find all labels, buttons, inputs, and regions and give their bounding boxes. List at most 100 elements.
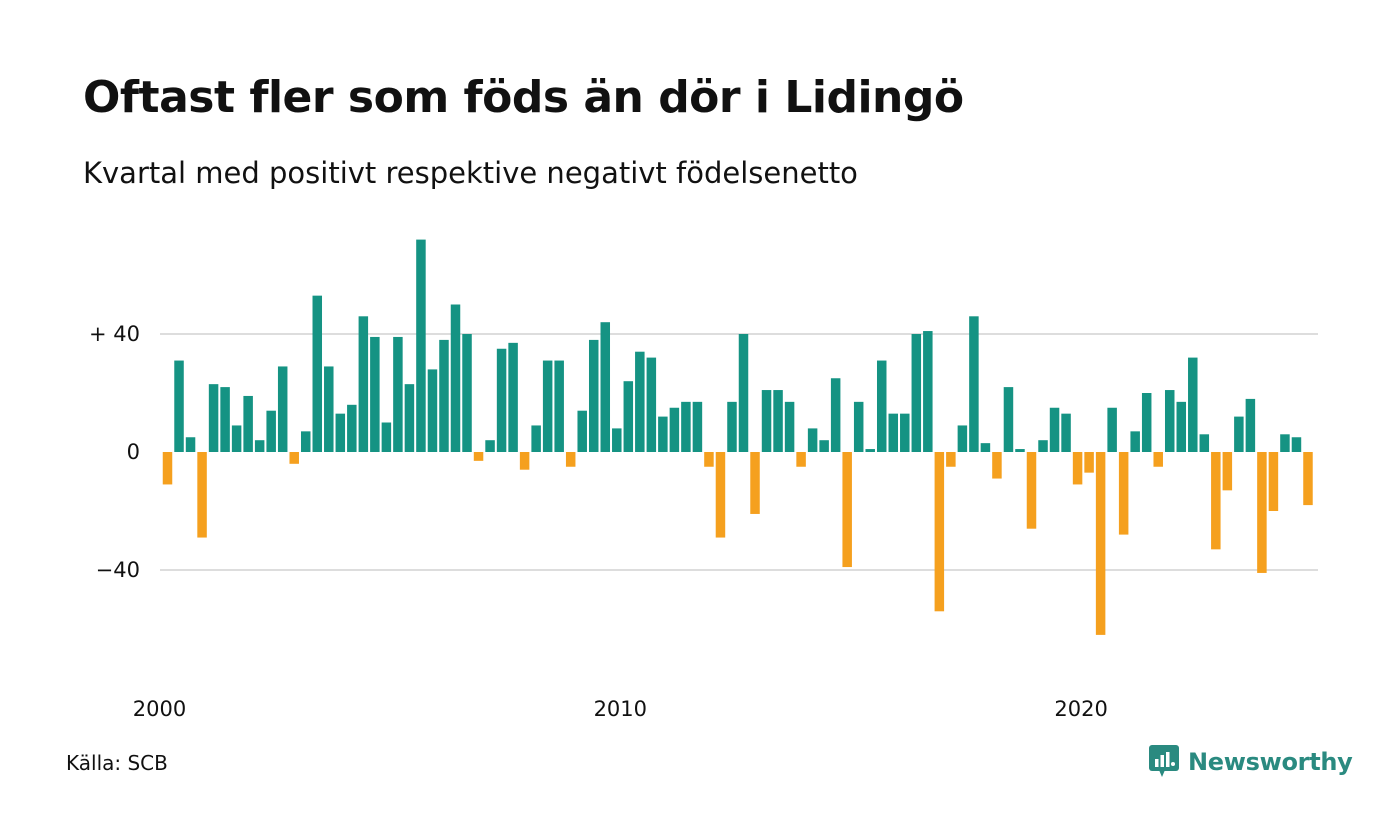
bar-positive bbox=[347, 404, 357, 452]
bar-positive bbox=[439, 339, 449, 452]
y-axis-labels: + 40 0 −40 bbox=[89, 322, 140, 582]
bar-positive bbox=[588, 339, 599, 452]
bar-positive bbox=[324, 366, 334, 452]
bar-negative bbox=[1026, 452, 1037, 529]
bar-positive bbox=[623, 381, 634, 452]
bar-positive bbox=[888, 413, 899, 452]
bar-negative bbox=[1303, 452, 1313, 506]
bar-positive bbox=[727, 401, 737, 452]
bar-positive bbox=[1130, 431, 1140, 452]
bar-positive bbox=[1188, 357, 1198, 452]
bar-positive bbox=[554, 360, 564, 452]
bar-positive bbox=[277, 366, 288, 452]
bar-positive bbox=[335, 413, 346, 452]
bar-positive bbox=[612, 428, 622, 452]
bar-positive bbox=[185, 437, 196, 452]
bar-positive bbox=[416, 239, 426, 452]
bar-positive bbox=[1199, 434, 1210, 452]
bar-positive bbox=[1280, 434, 1290, 452]
bar-negative bbox=[1268, 452, 1279, 511]
bar-positive bbox=[807, 428, 818, 452]
bar-negative bbox=[289, 452, 299, 464]
bar-positive bbox=[1015, 449, 1025, 452]
bar-positive bbox=[773, 390, 783, 452]
bar-positive bbox=[508, 342, 518, 452]
bar-positive bbox=[635, 351, 645, 452]
bar-positive bbox=[669, 407, 680, 452]
bar-negative bbox=[704, 452, 714, 467]
bar-negative bbox=[1084, 452, 1094, 473]
bar-negative bbox=[715, 452, 726, 538]
bar-positive bbox=[381, 422, 392, 452]
bar-positive bbox=[208, 384, 219, 452]
bar-negative bbox=[1118, 452, 1129, 535]
bar-negative bbox=[1222, 452, 1233, 491]
bar-positive bbox=[1003, 387, 1014, 452]
bar-positive bbox=[738, 334, 749, 452]
bar-positive bbox=[300, 431, 311, 452]
bar-positive bbox=[784, 401, 795, 452]
bar-positive bbox=[911, 334, 922, 452]
bar-positive bbox=[1164, 390, 1175, 452]
bar-negative bbox=[162, 452, 173, 485]
bar-positive bbox=[980, 443, 991, 452]
bar-negative bbox=[473, 452, 484, 461]
bar-positive bbox=[681, 401, 691, 452]
bar-negative bbox=[197, 452, 207, 538]
bar-negative bbox=[1153, 452, 1163, 467]
bar-negative bbox=[1095, 452, 1106, 635]
bar-negative bbox=[565, 452, 576, 467]
x-tick-label: 2000 bbox=[133, 697, 186, 721]
bar-positive bbox=[1107, 407, 1117, 452]
y-tick-label: 0 bbox=[127, 440, 140, 464]
bar-negative bbox=[1211, 452, 1221, 550]
bar-negative bbox=[1072, 452, 1083, 485]
bar-positive bbox=[923, 331, 933, 452]
bar-positive bbox=[1176, 401, 1187, 452]
bar-positive bbox=[1291, 437, 1302, 452]
x-axis-labels: 2000 2010 2020 bbox=[133, 697, 1108, 721]
bar-positive bbox=[865, 449, 875, 452]
bar-positive bbox=[876, 360, 887, 452]
bar-positive bbox=[1141, 393, 1152, 452]
bar-positive bbox=[220, 387, 230, 452]
bar-positive bbox=[266, 410, 276, 452]
bar-positive bbox=[312, 295, 323, 452]
bar-positive bbox=[853, 401, 864, 452]
bar-positive bbox=[462, 334, 472, 452]
bar-positive bbox=[485, 440, 495, 452]
bar-positive bbox=[819, 440, 829, 452]
newsworthy-logo-icon bbox=[1149, 745, 1179, 777]
bar-positive bbox=[427, 369, 438, 452]
bars bbox=[162, 239, 1313, 635]
bar-positive bbox=[393, 336, 403, 452]
bar-negative bbox=[519, 452, 530, 470]
x-tick-label: 2020 bbox=[1054, 697, 1107, 721]
bar-positive bbox=[358, 316, 369, 452]
bar-positive bbox=[370, 336, 380, 452]
bar-positive bbox=[542, 360, 553, 452]
bar-negative bbox=[842, 452, 852, 568]
x-tick-label: 2010 bbox=[594, 697, 647, 721]
bar-negative bbox=[796, 452, 806, 467]
bar-positive bbox=[957, 425, 968, 452]
bar-positive bbox=[531, 425, 541, 452]
bar-positive bbox=[1049, 407, 1060, 452]
brand-logo[interactable]: Newsworthy bbox=[1148, 744, 1353, 780]
bar-positive bbox=[404, 384, 415, 452]
bar-positive bbox=[450, 304, 461, 452]
bar-positive bbox=[658, 416, 668, 452]
source-note: Källa: SCB bbox=[66, 751, 168, 775]
bar-positive bbox=[830, 378, 841, 452]
bar-positive bbox=[1038, 440, 1048, 452]
bar-negative bbox=[750, 452, 760, 514]
chart-title: Oftast fler som föds än dör i Lidingö bbox=[83, 72, 964, 123]
bar-positive bbox=[231, 425, 242, 452]
bar-negative bbox=[934, 452, 945, 612]
brand-name: Newsworthy bbox=[1188, 748, 1353, 776]
y-tick-label: + 40 bbox=[89, 322, 140, 346]
bar-positive bbox=[254, 440, 265, 452]
bar-positive bbox=[1061, 413, 1071, 452]
bar-negative bbox=[946, 452, 956, 467]
